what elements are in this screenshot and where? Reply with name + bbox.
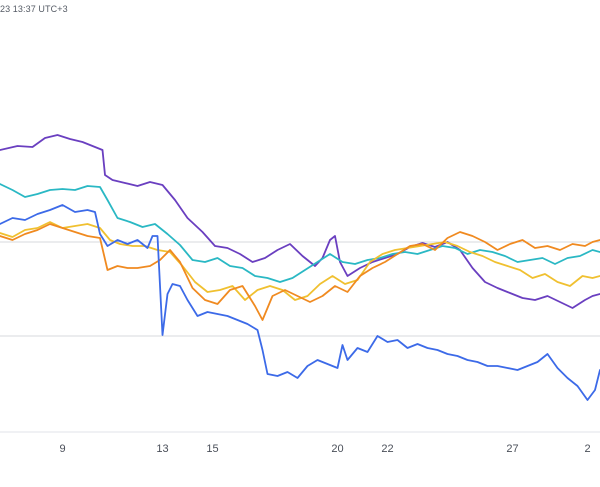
x-tick-label: 2: [584, 443, 590, 455]
series-line-5: [0, 204, 600, 401]
x-tick-label: 13: [156, 443, 168, 455]
x-tick-label: 22: [381, 443, 393, 455]
x-tick-label: 27: [506, 443, 518, 455]
series-line-4: [0, 223, 600, 321]
x-tick-label: 9: [59, 443, 65, 455]
series-line-1: [0, 134, 600, 309]
series-line-2: [0, 183, 600, 283]
x-tick-label: 20: [331, 443, 343, 455]
chart-timestamp: 23 13:37 UTC+3: [0, 4, 68, 14]
series-line-3: [0, 221, 600, 301]
series-layer: [0, 134, 600, 401]
x-axis-ticks: 9 13 15 20 22 27 2: [59, 443, 590, 455]
grid-layer: [0, 241, 600, 433]
x-tick-label: 15: [206, 443, 218, 455]
